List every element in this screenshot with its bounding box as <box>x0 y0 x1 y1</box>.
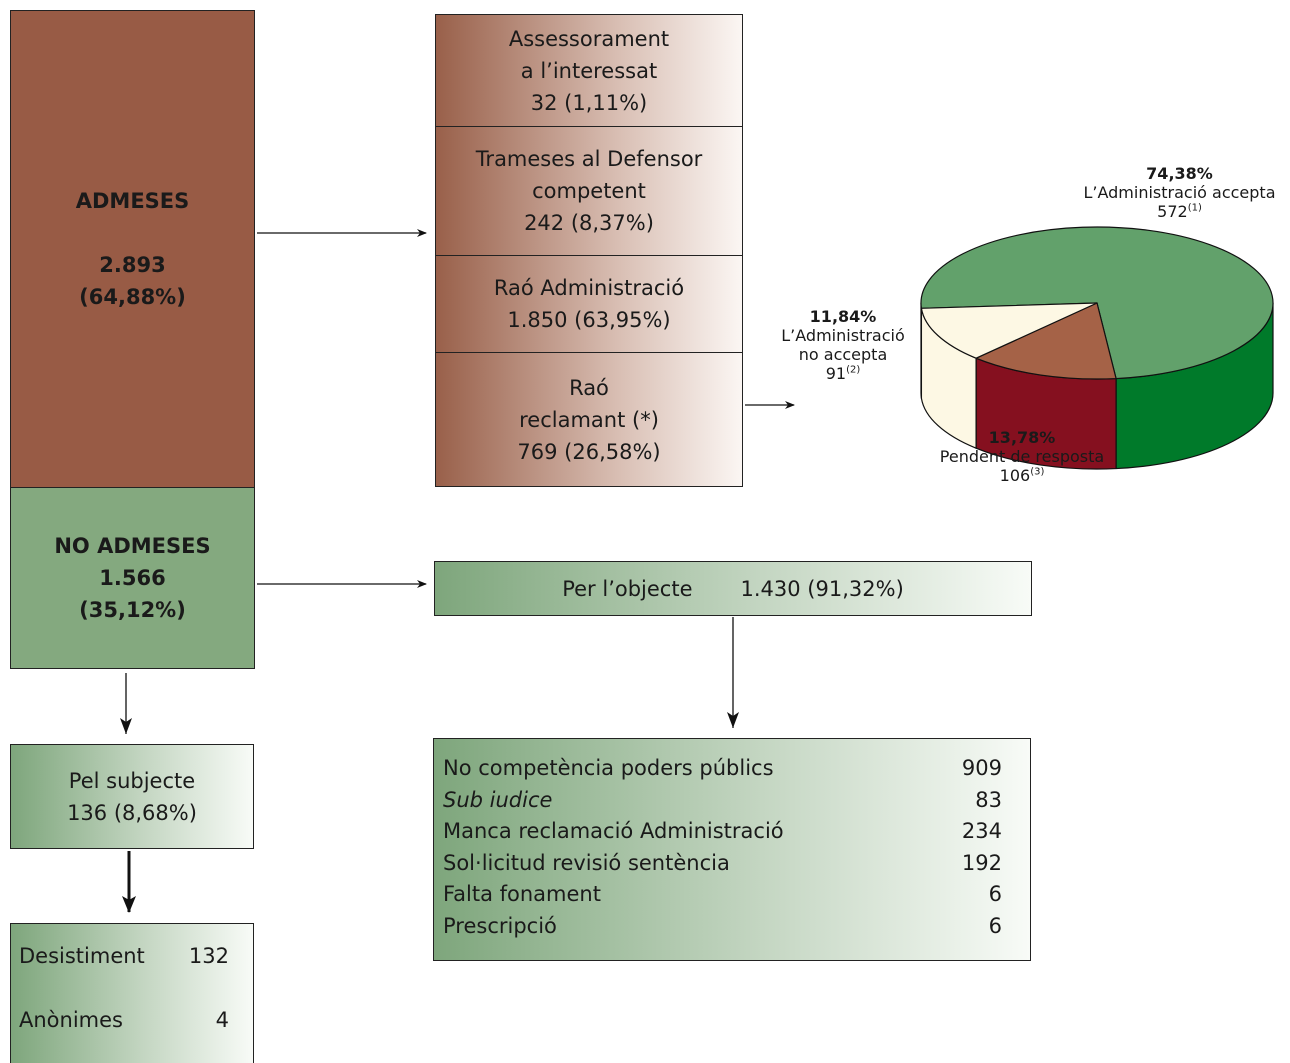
pie-count: 106 <box>1000 466 1031 485</box>
footnote-ref: (1) <box>1188 203 1202 214</box>
pie-count: 91 <box>826 364 846 383</box>
pie-label-accepta: 74,38% L’Administració accepta 572(1) <box>1072 164 1287 221</box>
pie-label-no-accepta: 11,84% L’Administració no accepta 91(2) <box>768 307 918 383</box>
pie-label-text: L’Administració <box>768 326 918 345</box>
pie-count-line: 91(2) <box>768 364 918 383</box>
pie-label-text: Pendent de resposta <box>912 447 1132 466</box>
pie-pct: 11,84% <box>768 307 918 326</box>
pie-label-text: no accepta <box>768 345 918 364</box>
pie-count-line: 572(1) <box>1072 202 1287 221</box>
footnote-ref: (3) <box>1030 467 1044 478</box>
flow-arrows <box>120 233 794 913</box>
pie-pct: 74,38% <box>1072 164 1287 183</box>
footnote-ref: (2) <box>846 365 860 376</box>
pie-label-pendent: 13,78% Pendent de resposta 106(3) <box>912 428 1132 485</box>
pie-count-line: 106(3) <box>912 466 1132 485</box>
pie-count: 572 <box>1157 202 1188 221</box>
pie-pct: 13,78% <box>912 428 1132 447</box>
pie-label-text: L’Administració accepta <box>1072 183 1287 202</box>
